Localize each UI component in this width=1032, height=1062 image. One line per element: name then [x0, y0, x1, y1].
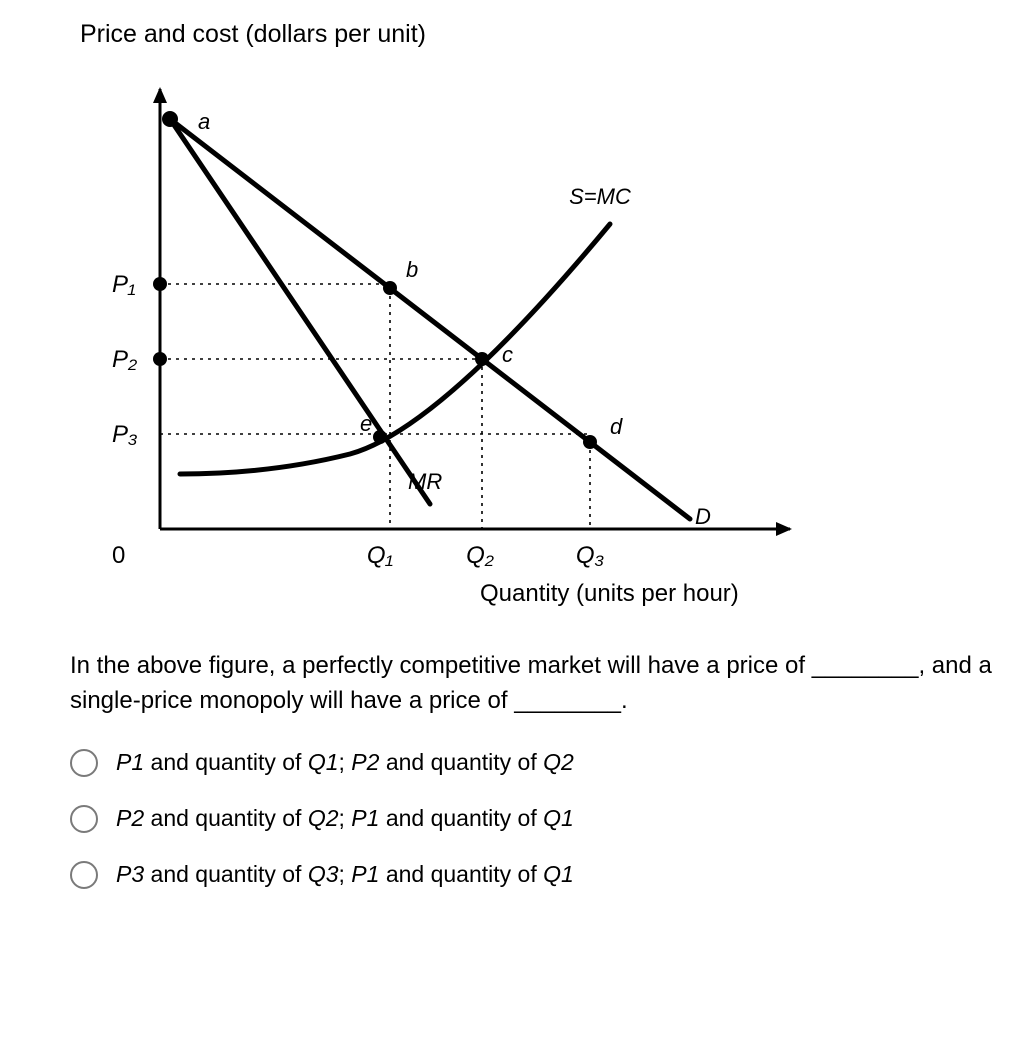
option-text-segment: ;	[339, 805, 352, 831]
chart-y-axis-title: Price and cost (dollars per unit)	[80, 20, 992, 49]
point-label-b: b	[406, 257, 418, 282]
option-text-segment: P1	[351, 861, 379, 887]
options-group: P1 and quantity of Q1; P2 and quantity o…	[70, 749, 992, 889]
x-tick-label: Q₃	[576, 542, 604, 569]
x-tick-label: Q₂	[466, 542, 494, 569]
y-tick-label: P₃	[112, 421, 138, 448]
option-text-segment: and quantity of	[144, 861, 308, 887]
option-label: P3 and quantity of Q3; P1 and quantity o…	[116, 861, 574, 888]
point-label-e: e	[360, 411, 372, 436]
option-text-segment: P3	[116, 861, 144, 887]
radio-icon[interactable]	[70, 861, 98, 889]
point-label-a: a	[198, 109, 210, 134]
origin-label: 0	[112, 542, 125, 569]
economics-chart: D MR S=MC a b c d e P₁ P₂ P₃ Q₁ Q₂ Q₃ 0 Quantity (units…	[70, 59, 840, 619]
option-text-segment: Q2	[543, 749, 574, 775]
mc-curve	[180, 224, 610, 474]
option-label: P1 and quantity of Q1; P2 and quantity o…	[116, 749, 574, 776]
option-text-segment: P1	[116, 749, 144, 775]
answer-option[interactable]: P3 and quantity of Q3; P1 and quantity o…	[70, 861, 992, 889]
point-label-c: c	[502, 342, 513, 367]
option-text-segment: and quantity of	[379, 805, 543, 831]
x-tick-label: Q₁	[367, 542, 393, 569]
question-text: In the above figure, a perfectly competi…	[70, 649, 992, 719]
option-text-segment: Q1	[543, 861, 574, 887]
point-d	[583, 435, 597, 449]
x-axis-arrow	[776, 522, 792, 536]
point-a	[162, 111, 178, 127]
option-text-segment: Q3	[308, 861, 339, 887]
option-text-segment: and quantity of	[379, 861, 543, 887]
radio-icon[interactable]	[70, 749, 98, 777]
x-axis-title: Quantity (units per hour)	[480, 580, 739, 607]
point-b	[383, 281, 397, 295]
option-text-segment: P2	[116, 805, 144, 831]
demand-label: D	[695, 504, 711, 529]
point-P1	[153, 277, 167, 291]
answer-option[interactable]: P2 and quantity of Q2; P1 and quantity o…	[70, 805, 992, 833]
option-text-segment: P1	[351, 805, 379, 831]
point-label-d: d	[610, 414, 623, 439]
answer-option[interactable]: P1 and quantity of Q1; P2 and quantity o…	[70, 749, 992, 777]
y-axis-arrow	[153, 87, 167, 103]
mr-label: MR	[408, 469, 442, 494]
y-tick-label: P₂	[112, 346, 137, 373]
option-label: P2 and quantity of Q2; P1 and quantity o…	[116, 805, 574, 832]
point-P2	[153, 352, 167, 366]
option-text-segment: and quantity of	[144, 805, 308, 831]
option-text-segment: Q1	[308, 749, 339, 775]
y-tick-label: P₁	[112, 271, 136, 298]
point-c	[475, 352, 489, 366]
option-text-segment: ;	[339, 861, 352, 887]
option-text-segment: P2	[351, 749, 379, 775]
option-text-segment: and quantity of	[379, 749, 543, 775]
point-e	[373, 430, 387, 444]
mc-label: S=MC	[569, 184, 631, 209]
option-text-segment: Q2	[308, 805, 339, 831]
demand-curve	[170, 119, 690, 519]
mr-curve	[170, 119, 430, 504]
option-text-segment: and quantity of	[144, 749, 308, 775]
option-text-segment: ;	[339, 749, 352, 775]
radio-icon[interactable]	[70, 805, 98, 833]
option-text-segment: Q1	[543, 805, 574, 831]
